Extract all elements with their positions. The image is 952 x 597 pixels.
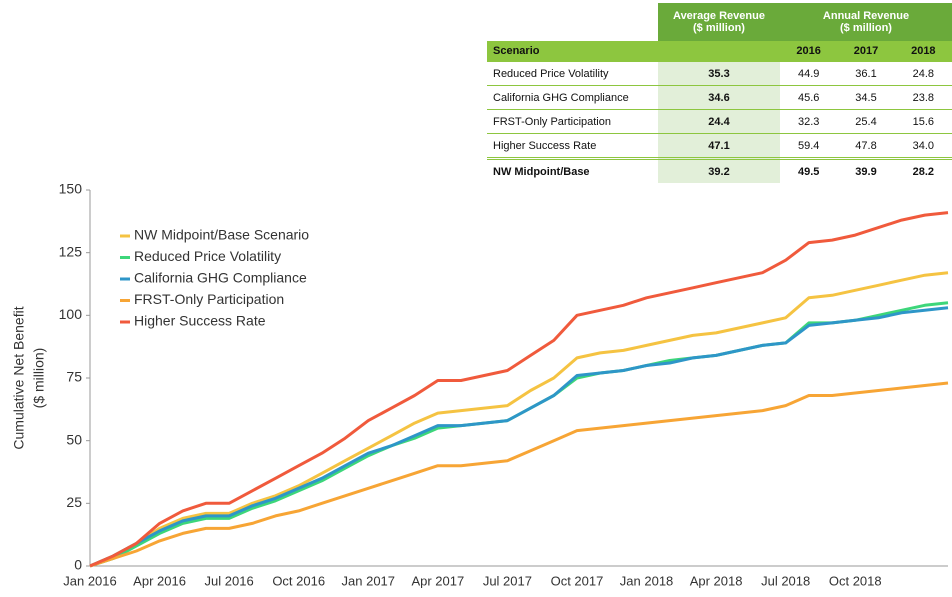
y-tick-label: 150 bbox=[59, 181, 83, 197]
table-cell: Reduced Price Volatility bbox=[487, 61, 658, 86]
x-tick-label: Jul 2017 bbox=[483, 573, 532, 588]
series-line bbox=[89, 301, 949, 568]
table-cell: 49.5 bbox=[780, 157, 838, 183]
table-row: Higher Success Rate 47.1 59.4 47.8 34.0 bbox=[487, 133, 952, 159]
column-header-row: Scenario 2016 2017 2018 bbox=[487, 41, 952, 62]
x-tick-label: Oct 2017 bbox=[551, 573, 604, 588]
table-cell: 15.6 bbox=[894, 109, 952, 134]
header-text: Average Revenue bbox=[673, 10, 765, 22]
x-tick-label: Jan 2016 bbox=[63, 573, 117, 588]
legend-label: California GHG Compliance bbox=[134, 270, 307, 286]
y-tick-label: 125 bbox=[59, 243, 83, 259]
x-tick-label: Oct 2018 bbox=[829, 573, 882, 588]
y-tick-label: 100 bbox=[59, 306, 83, 322]
table-cell: 35.3 bbox=[658, 61, 780, 86]
group-header: Average Revenue ($ million) bbox=[658, 3, 780, 41]
table-row: California GHG Compliance 34.6 45.6 34.5 23.… bbox=[487, 85, 952, 110]
y-tick-label: 25 bbox=[66, 494, 82, 510]
table-cell: 44.9 bbox=[780, 61, 838, 86]
x-tick-label: Apr 2017 bbox=[411, 573, 464, 588]
table-cell: 32.3 bbox=[780, 109, 838, 134]
x-tick-label: Jan 2018 bbox=[620, 573, 674, 588]
y-axis-label: Cumulative Net Benefit bbox=[11, 306, 27, 449]
table-cell: 34.6 bbox=[658, 85, 780, 110]
column-header: Scenario bbox=[487, 41, 658, 62]
legend-label: NW Midpoint/Base Scenario bbox=[134, 227, 309, 243]
table-cell: Higher Success Rate bbox=[487, 133, 658, 159]
revenue-table: Average Revenue ($ million) Annual Revenu… bbox=[487, 3, 952, 183]
table-row: FRST-Only Participation 24.4 32.3 25.4 15.6 bbox=[487, 109, 952, 134]
table-cell: 25.4 bbox=[837, 109, 895, 134]
column-header: 2016 bbox=[780, 41, 838, 62]
series-line bbox=[89, 381, 949, 568]
x-tick-label: Oct 2016 bbox=[272, 573, 325, 588]
table-cell: 59.4 bbox=[780, 133, 838, 159]
series-line bbox=[89, 211, 949, 568]
x-tick-label: Jan 2017 bbox=[342, 573, 396, 588]
table-cell: 39.2 bbox=[658, 157, 780, 183]
series-line bbox=[89, 271, 949, 568]
y-tick-label: 0 bbox=[74, 557, 82, 573]
table-cell: 28.2 bbox=[894, 157, 952, 183]
table-cell: 36.1 bbox=[837, 61, 895, 86]
table-cell: 34.5 bbox=[837, 85, 895, 110]
group-header-row: Average Revenue ($ million) Annual Revenu… bbox=[487, 3, 952, 41]
legend-label: Reduced Price Volatility bbox=[134, 248, 281, 264]
table-row: NW Midpoint/Base 39.2 49.5 39.9 28.2 bbox=[487, 157, 952, 183]
y-tick-label: 50 bbox=[66, 431, 82, 447]
series-line bbox=[89, 306, 949, 568]
table-row: Reduced Price Volatility 35.3 44.9 36.1 24.8 bbox=[487, 61, 952, 86]
table-cell: California GHG Compliance bbox=[487, 85, 658, 110]
column-header: 2017 bbox=[837, 41, 895, 62]
table-cell: 47.8 bbox=[837, 133, 895, 159]
y-axis-label: ($ million) bbox=[31, 348, 47, 409]
header-text: Annual Revenue bbox=[822, 10, 910, 22]
group-header: Annual Revenue ($ million) bbox=[780, 3, 952, 41]
legend-label: Higher Success Rate bbox=[134, 313, 266, 329]
legend-label: FRST-Only Participation bbox=[134, 291, 284, 307]
table-cell: 24.8 bbox=[894, 61, 952, 86]
table-cell: FRST-Only Participation bbox=[487, 109, 658, 134]
x-tick-label: Jul 2018 bbox=[761, 573, 810, 588]
column-header: 2018 bbox=[894, 41, 952, 62]
table-cell: NW Midpoint/Base bbox=[487, 157, 658, 183]
table-cell: 45.6 bbox=[780, 85, 838, 110]
blank-cell bbox=[487, 3, 658, 41]
table-cell: 23.8 bbox=[894, 85, 952, 110]
table-cell: 24.4 bbox=[658, 109, 780, 134]
column-header bbox=[658, 41, 780, 62]
table-cell: 39.9 bbox=[837, 157, 895, 183]
x-tick-label: Apr 2016 bbox=[133, 573, 186, 588]
table-cell: 47.1 bbox=[658, 133, 780, 159]
header-text: ($ million) bbox=[840, 22, 892, 34]
header-text: ($ million) bbox=[693, 22, 745, 34]
table-cell: 34.0 bbox=[894, 133, 952, 159]
y-tick-label: 75 bbox=[66, 369, 82, 385]
x-tick-label: Jul 2016 bbox=[205, 573, 254, 588]
x-tick-label: Apr 2018 bbox=[690, 573, 743, 588]
